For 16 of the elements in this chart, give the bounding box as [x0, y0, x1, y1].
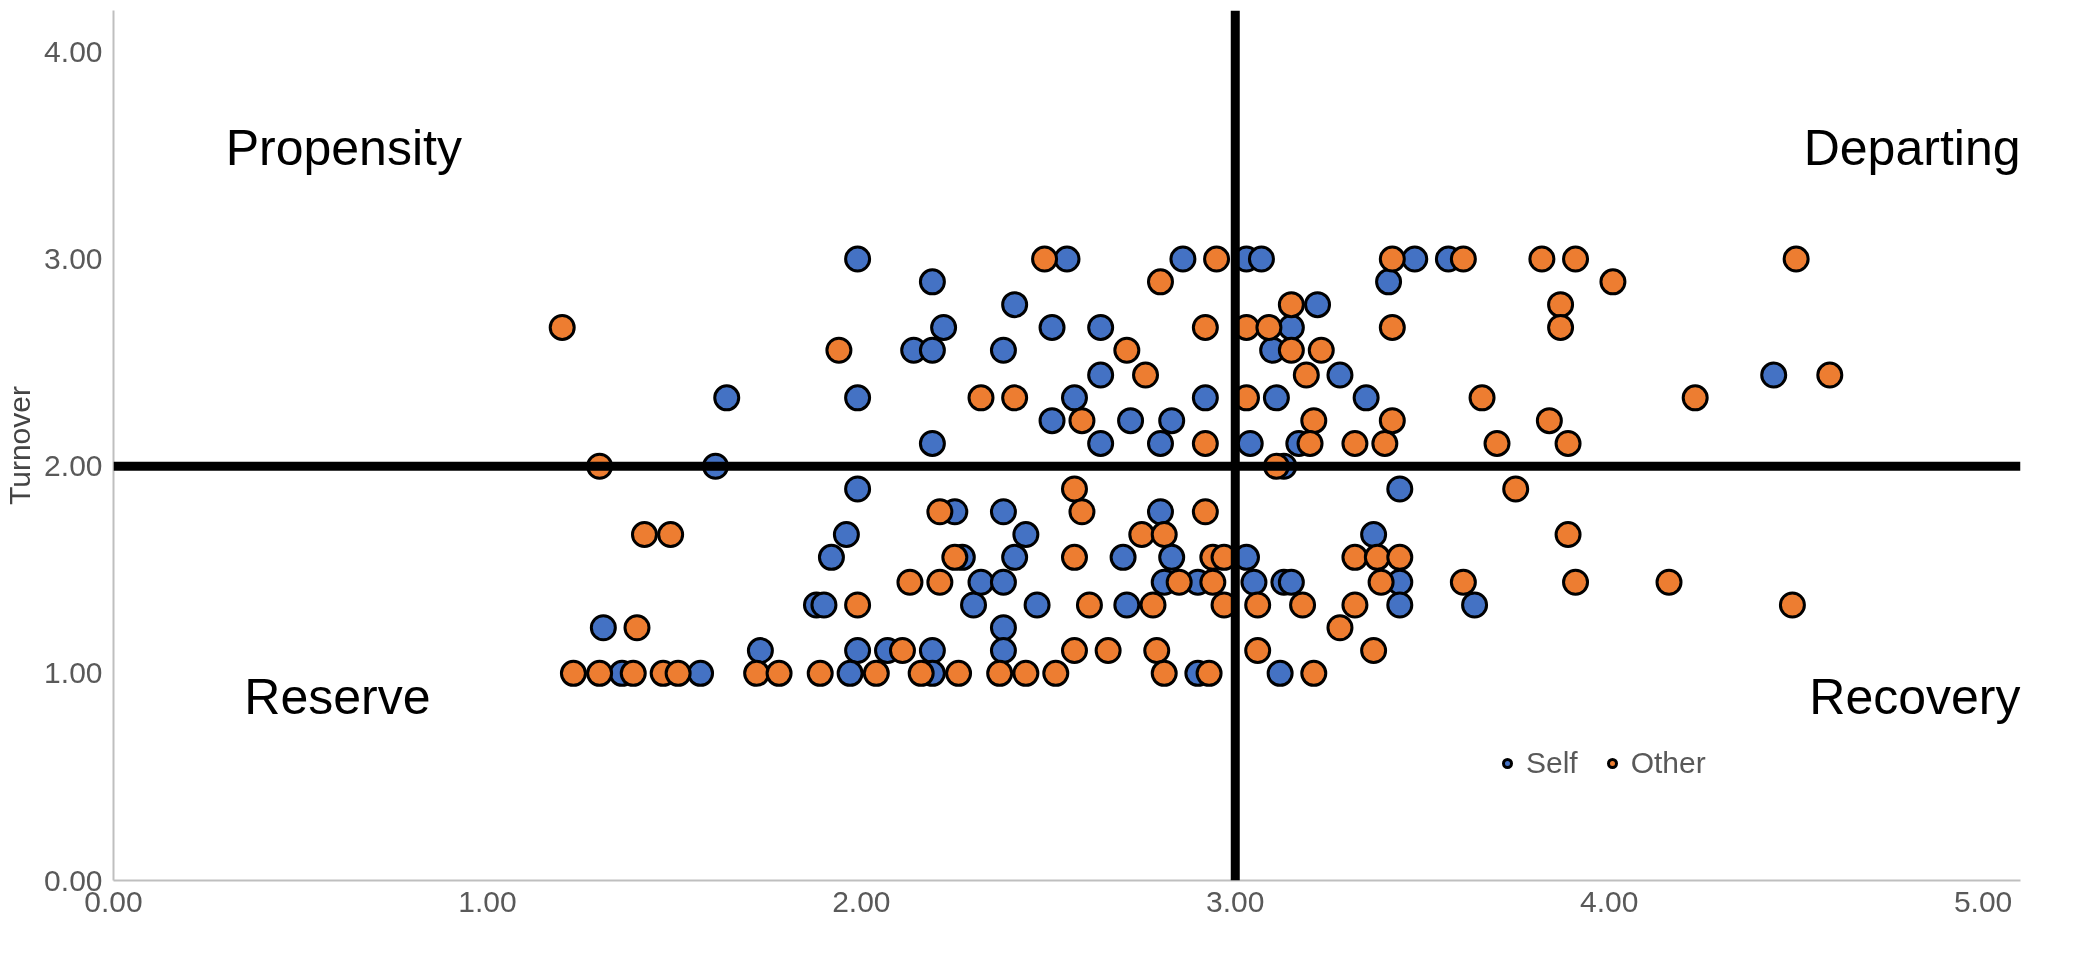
x-tick-label: 1.00 — [458, 884, 517, 918]
y-tick-label: 2.00 — [44, 449, 103, 483]
annotation: Recovery — [1809, 669, 2021, 726]
annotation: Departing — [1803, 120, 2021, 177]
y-tick-label: 4.00 — [44, 34, 103, 68]
x-tick-label: 5.00 — [1953, 884, 2013, 918]
x-tick-label: 2.00 — [832, 884, 891, 918]
y-axis-title: Turnover — [3, 386, 37, 505]
y-tick-label: 1.00 — [44, 656, 103, 690]
legend-label: Self — [1526, 746, 1578, 780]
annotation: Propensity — [225, 120, 462, 177]
x-tick-label: 3.00 — [1206, 884, 1265, 918]
legend-label: Other — [1630, 746, 1706, 780]
annotation: Reserve — [244, 669, 431, 726]
x-tick-label: 4.00 — [1579, 884, 1639, 918]
y-tick-label: 3.00 — [44, 242, 103, 276]
